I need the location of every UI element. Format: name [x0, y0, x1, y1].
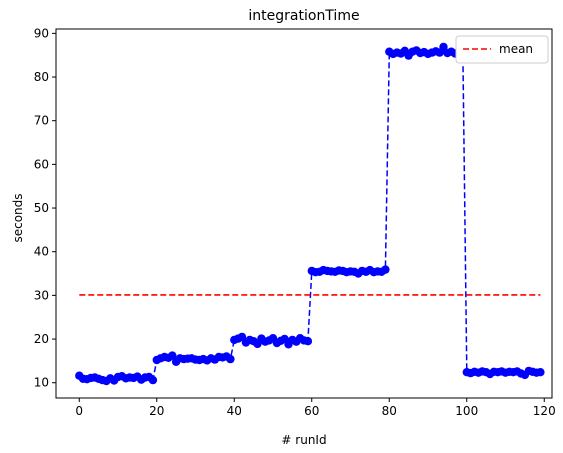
- x-tick-label: 60: [304, 404, 319, 418]
- x-tick-label: 0: [75, 404, 83, 418]
- x-tick-label: 80: [382, 404, 397, 418]
- y-axis-label: seconds: [11, 193, 25, 242]
- integration-time-point: [536, 368, 545, 377]
- x-axis: 0 20 40 60 80 100 120: [75, 398, 556, 418]
- plot-frame: [55, 28, 553, 399]
- y-tick-label: 40: [34, 245, 49, 259]
- y-axis: 10 20 30 40 50 60 70 80 90: [34, 26, 56, 390]
- integration-time-point: [303, 337, 313, 346]
- y-tick-label: 80: [34, 70, 49, 84]
- y-tick-label: 60: [34, 157, 49, 171]
- integration-time-point: [168, 351, 177, 360]
- integration-time-point: [439, 42, 448, 52]
- x-tick-label: 100: [455, 404, 478, 418]
- legend-box: [455, 35, 549, 64]
- plot-series: [75, 42, 545, 386]
- y-tick-label: 20: [34, 332, 49, 346]
- integration-time-line: [78, 45, 541, 382]
- y-tick-label: 90: [34, 26, 49, 40]
- legend-mean-label: mean: [499, 42, 533, 56]
- x-tick-label: 40: [227, 404, 242, 418]
- integration-time-point: [148, 375, 158, 385]
- y-tick-label: 50: [34, 201, 49, 215]
- y-tick-label: 30: [34, 288, 49, 302]
- integration-time-point: [226, 354, 235, 364]
- chart-title: integrationTime: [248, 8, 359, 24]
- integration-time-point: [381, 265, 390, 274]
- x-tick-label: 120: [533, 404, 556, 418]
- y-tick-label: 70: [34, 114, 49, 128]
- legend: mean: [455, 35, 549, 64]
- x-tick-label: 20: [149, 404, 164, 418]
- x-axis-label: # runId: [281, 433, 326, 447]
- y-tick-label: 10: [34, 376, 49, 390]
